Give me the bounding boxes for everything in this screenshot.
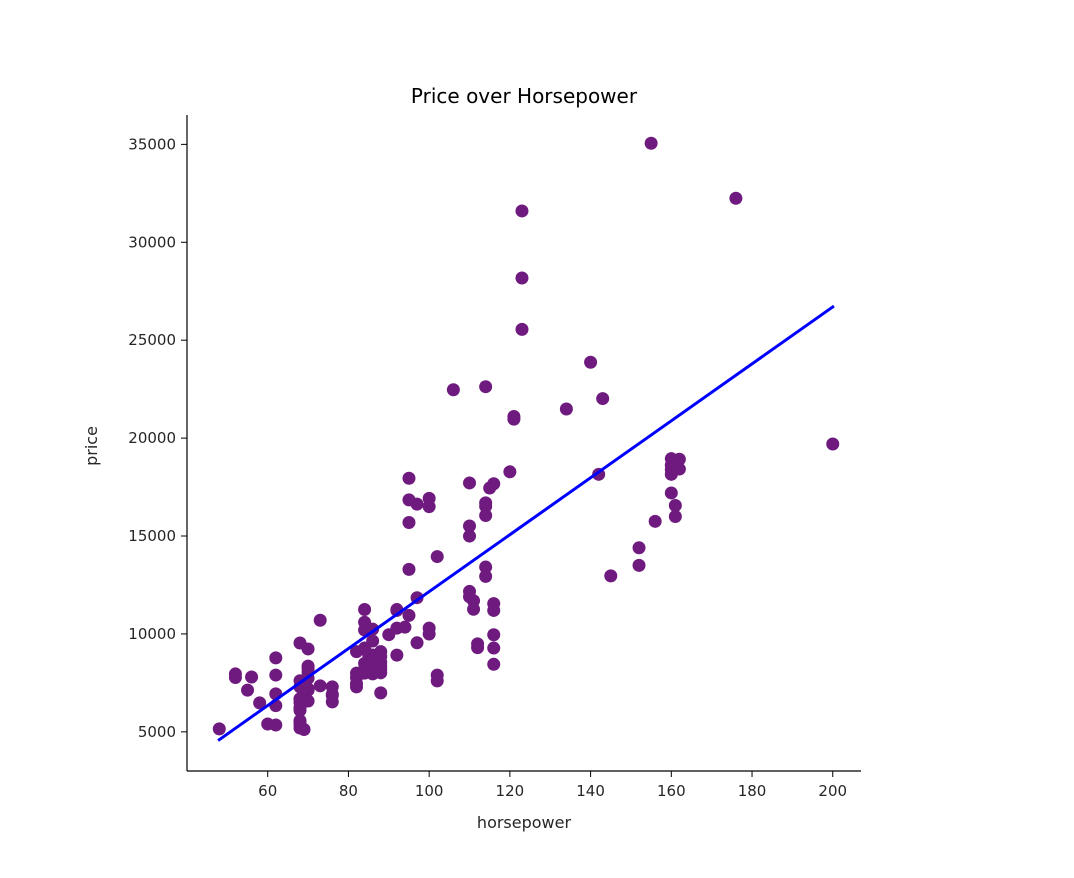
scatter-point [467, 594, 481, 608]
scatter-point [463, 529, 477, 543]
x-tick-label: 180 [738, 782, 767, 800]
scatter-point [729, 191, 743, 205]
scatter-point [479, 560, 493, 574]
scatter-point [402, 516, 416, 530]
scatter-point [604, 569, 618, 583]
scatter-point [313, 679, 327, 693]
scatter-point [402, 608, 416, 622]
regression-line [217, 304, 835, 742]
scatter-point [301, 694, 315, 708]
scatter-point [559, 402, 573, 416]
y-axis-ticks: 5000 10000 15000 20000 25000 30000 35000 [128, 135, 187, 741]
scatter-point [402, 562, 416, 576]
scatter-point [430, 550, 444, 564]
chart-title: Price over Horsepower [411, 84, 638, 108]
scatter-point [374, 645, 388, 659]
x-tick-label: 80 [339, 782, 358, 800]
scatter-point [668, 509, 682, 523]
scatter-point [515, 204, 529, 218]
scatter-point [398, 620, 412, 634]
y-tick-label: 35000 [128, 135, 176, 153]
scatter-point [410, 636, 424, 650]
regression-line-layer [217, 304, 835, 742]
scatter-point [325, 680, 339, 694]
scatter-point [463, 476, 477, 490]
scatter-point [325, 695, 339, 709]
scatter-point [241, 683, 255, 697]
scatter-point [301, 659, 315, 673]
y-tick-label: 10000 [128, 625, 176, 643]
scatter-point [269, 718, 283, 732]
x-axis-label: horsepower [477, 813, 572, 832]
y-tick-label: 30000 [128, 233, 176, 251]
scatter-point [826, 437, 840, 451]
scatter-point [471, 637, 485, 651]
scatter-point [422, 621, 436, 635]
scatter-point [672, 452, 686, 466]
x-tick-label: 120 [496, 782, 525, 800]
scatter-point [410, 497, 424, 511]
scatter-point [366, 634, 380, 648]
scatter-point [479, 569, 493, 583]
scatter-point [269, 651, 283, 665]
y-tick-label: 20000 [128, 429, 176, 447]
scatter-point [487, 657, 501, 671]
x-tick-label: 140 [576, 782, 605, 800]
scatter-point [632, 541, 646, 555]
scatter-point [245, 670, 259, 684]
scatter-point [463, 519, 477, 533]
y-axis-label: price [82, 426, 101, 466]
scatter-point [479, 496, 493, 510]
scatter-point [269, 668, 283, 682]
scatter-point [487, 597, 501, 611]
x-tick-label: 60 [258, 782, 277, 800]
scatter-point [584, 355, 598, 369]
scatter-point [515, 322, 529, 336]
scatter-point [301, 682, 315, 696]
scatter-point [487, 641, 501, 655]
scatter-point [479, 508, 493, 522]
x-tick-label: 160 [657, 782, 686, 800]
scatter-point [297, 723, 311, 737]
y-tick-label: 25000 [128, 331, 176, 349]
x-tick-label: 200 [818, 782, 847, 800]
scatter-point [632, 558, 646, 572]
scatter-point [648, 514, 662, 528]
scatter-point [487, 628, 501, 642]
x-axis-ticks: 60 80 100 120 140 160 180 200 [258, 771, 847, 800]
y-tick-label: 5000 [138, 723, 176, 741]
scatter-point [487, 477, 501, 491]
scatter-point [358, 602, 372, 616]
scatter-point [390, 648, 404, 662]
scatter-point [212, 722, 226, 736]
scatter-point [430, 668, 444, 682]
x-tick-label: 100 [415, 782, 444, 800]
scatter-point [507, 409, 521, 423]
scatter-point [644, 136, 658, 150]
y-tick-label: 15000 [128, 527, 176, 545]
scatter-point [664, 486, 678, 500]
scatter-points [212, 136, 840, 737]
scatter-point [301, 642, 315, 656]
scatter-point [402, 471, 416, 485]
scatter-point [668, 499, 682, 513]
scatter-point [313, 613, 327, 627]
scatter-point [596, 392, 610, 406]
scatter-point [228, 670, 242, 684]
scatter-point [672, 462, 686, 476]
scatter-point [479, 380, 493, 394]
scatter-point [515, 271, 529, 285]
scatter-point [422, 491, 436, 505]
scatter-point [374, 686, 388, 700]
scatter-point [253, 696, 267, 710]
scatter-point [503, 465, 517, 479]
scatter-point [446, 383, 460, 397]
